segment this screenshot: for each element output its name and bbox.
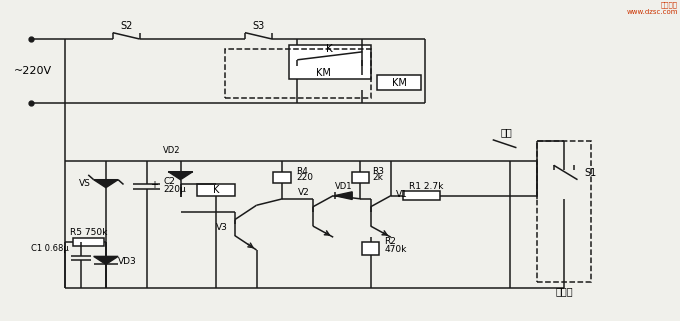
Text: R5 750k: R5 750k xyxy=(70,228,107,237)
Text: 值班室: 值班室 xyxy=(555,287,573,297)
Bar xyxy=(73,238,104,247)
Bar xyxy=(362,242,379,255)
Text: S2: S2 xyxy=(120,21,133,31)
Text: 220: 220 xyxy=(296,173,313,182)
Bar xyxy=(537,141,591,282)
Text: 470k: 470k xyxy=(384,246,407,255)
Text: S3: S3 xyxy=(252,21,265,31)
Text: R4: R4 xyxy=(296,167,308,176)
Text: 维库一下
www.dzsc.com: 维库一下 www.dzsc.com xyxy=(626,1,678,15)
Bar xyxy=(289,46,371,79)
Polygon shape xyxy=(94,180,118,188)
Bar xyxy=(352,172,369,183)
Polygon shape xyxy=(169,172,192,180)
Text: V2: V2 xyxy=(298,188,309,197)
Text: C1 0.68μ: C1 0.68μ xyxy=(31,244,69,253)
Text: ~220V: ~220V xyxy=(14,66,52,76)
Text: 2k: 2k xyxy=(373,173,384,182)
Bar xyxy=(273,172,291,183)
Text: K: K xyxy=(326,44,333,54)
Bar xyxy=(224,49,371,98)
Bar xyxy=(377,75,422,90)
Bar xyxy=(403,191,441,200)
Bar xyxy=(197,184,235,196)
Polygon shape xyxy=(94,256,118,265)
Polygon shape xyxy=(335,192,352,199)
Text: R2: R2 xyxy=(384,237,396,246)
Text: V3: V3 xyxy=(216,223,228,232)
Text: C2: C2 xyxy=(164,177,175,186)
Text: VD2: VD2 xyxy=(163,146,180,155)
Text: KM: KM xyxy=(392,77,407,88)
Text: R1 2.7k: R1 2.7k xyxy=(409,182,444,191)
Text: K: K xyxy=(213,185,220,195)
Text: KM: KM xyxy=(316,68,330,78)
Text: VD1: VD1 xyxy=(335,182,352,191)
Text: VD3: VD3 xyxy=(118,257,137,266)
Text: S1: S1 xyxy=(584,168,596,178)
Text: VS: VS xyxy=(79,179,91,188)
Text: +: + xyxy=(150,180,158,190)
Text: R3: R3 xyxy=(373,167,385,176)
Text: 引线: 引线 xyxy=(500,127,512,137)
Text: V1: V1 xyxy=(396,190,408,199)
Text: 220μ: 220μ xyxy=(164,185,186,194)
